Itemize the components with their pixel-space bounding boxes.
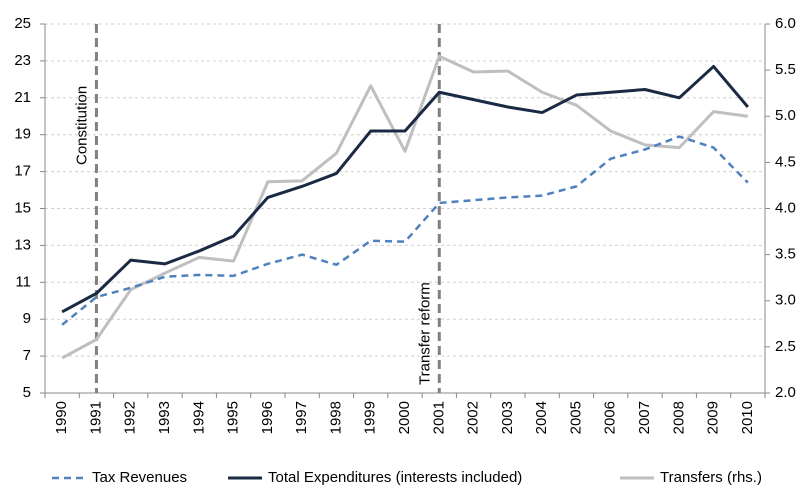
legend-label: Transfers (rhs.) [660, 469, 762, 486]
y2-tick-label: 3.0 [775, 292, 796, 309]
y2-tick-label: 3.5 [775, 246, 796, 263]
x-tick-label: 2008 [670, 401, 687, 434]
x-tick-label: 1993 [156, 401, 173, 434]
y-tick-label: 11 [15, 273, 31, 290]
x-tick-label: 2010 [739, 401, 756, 434]
x-tick-label: 1991 [87, 401, 104, 434]
x-tick-label: 2007 [636, 401, 653, 434]
y-tick-label: 7 [23, 347, 31, 364]
x-tick-label: 2005 [567, 401, 584, 434]
legend-label: Total Expenditures (interests included) [268, 469, 522, 486]
y-tick-label: 25 [14, 15, 31, 32]
x-tick-label: 2001 [430, 401, 447, 434]
y2-tick-label: 5.5 [775, 61, 796, 78]
x-tick-label: 2006 [602, 401, 619, 434]
x-tick-label: 2009 [705, 401, 722, 434]
y-tick-label: 13 [14, 236, 31, 253]
y-tick-label: 19 [14, 126, 31, 143]
legend-label: Tax Revenues [92, 469, 187, 486]
y2-tick-label: 2.5 [775, 338, 796, 355]
y-tick-label: 5 [23, 384, 31, 401]
y2-tick-label: 6.0 [775, 15, 796, 32]
series-line [61, 135, 749, 326]
y-tick-label: 21 [14, 89, 31, 106]
x-tick-label: 1992 [122, 401, 139, 434]
x-tick-label: 2002 [465, 401, 482, 434]
x-tick-label: 1997 [293, 401, 310, 434]
x-tick-label: 1998 [327, 401, 344, 434]
y2-tick-label: 5.0 [775, 107, 796, 124]
x-tick-label: 1994 [190, 401, 207, 434]
x-tick-label: 1990 [53, 401, 70, 434]
x-tick-label: 2003 [499, 401, 516, 434]
y-tick-label: 9 [23, 310, 31, 327]
y2-tick-label: 2.0 [775, 384, 796, 401]
x-tick-label: 1999 [362, 401, 379, 434]
y-tick-label: 17 [14, 163, 31, 180]
y2-tick-label: 4.0 [775, 199, 796, 216]
x-tick-label: 1995 [225, 401, 242, 434]
x-tick-label: 2000 [396, 401, 413, 434]
series-line [61, 64, 750, 314]
x-tick-label: 1996 [259, 401, 276, 434]
y2-tick-label: 4.5 [775, 153, 796, 170]
x-tick-label: 2004 [533, 401, 550, 434]
annotation-text: Constitution [73, 86, 90, 165]
y-tick-label: 23 [14, 52, 31, 69]
annotation-text: Transfer reform [416, 282, 433, 385]
y-tick-label: 15 [14, 199, 31, 216]
series-line [61, 54, 749, 360]
